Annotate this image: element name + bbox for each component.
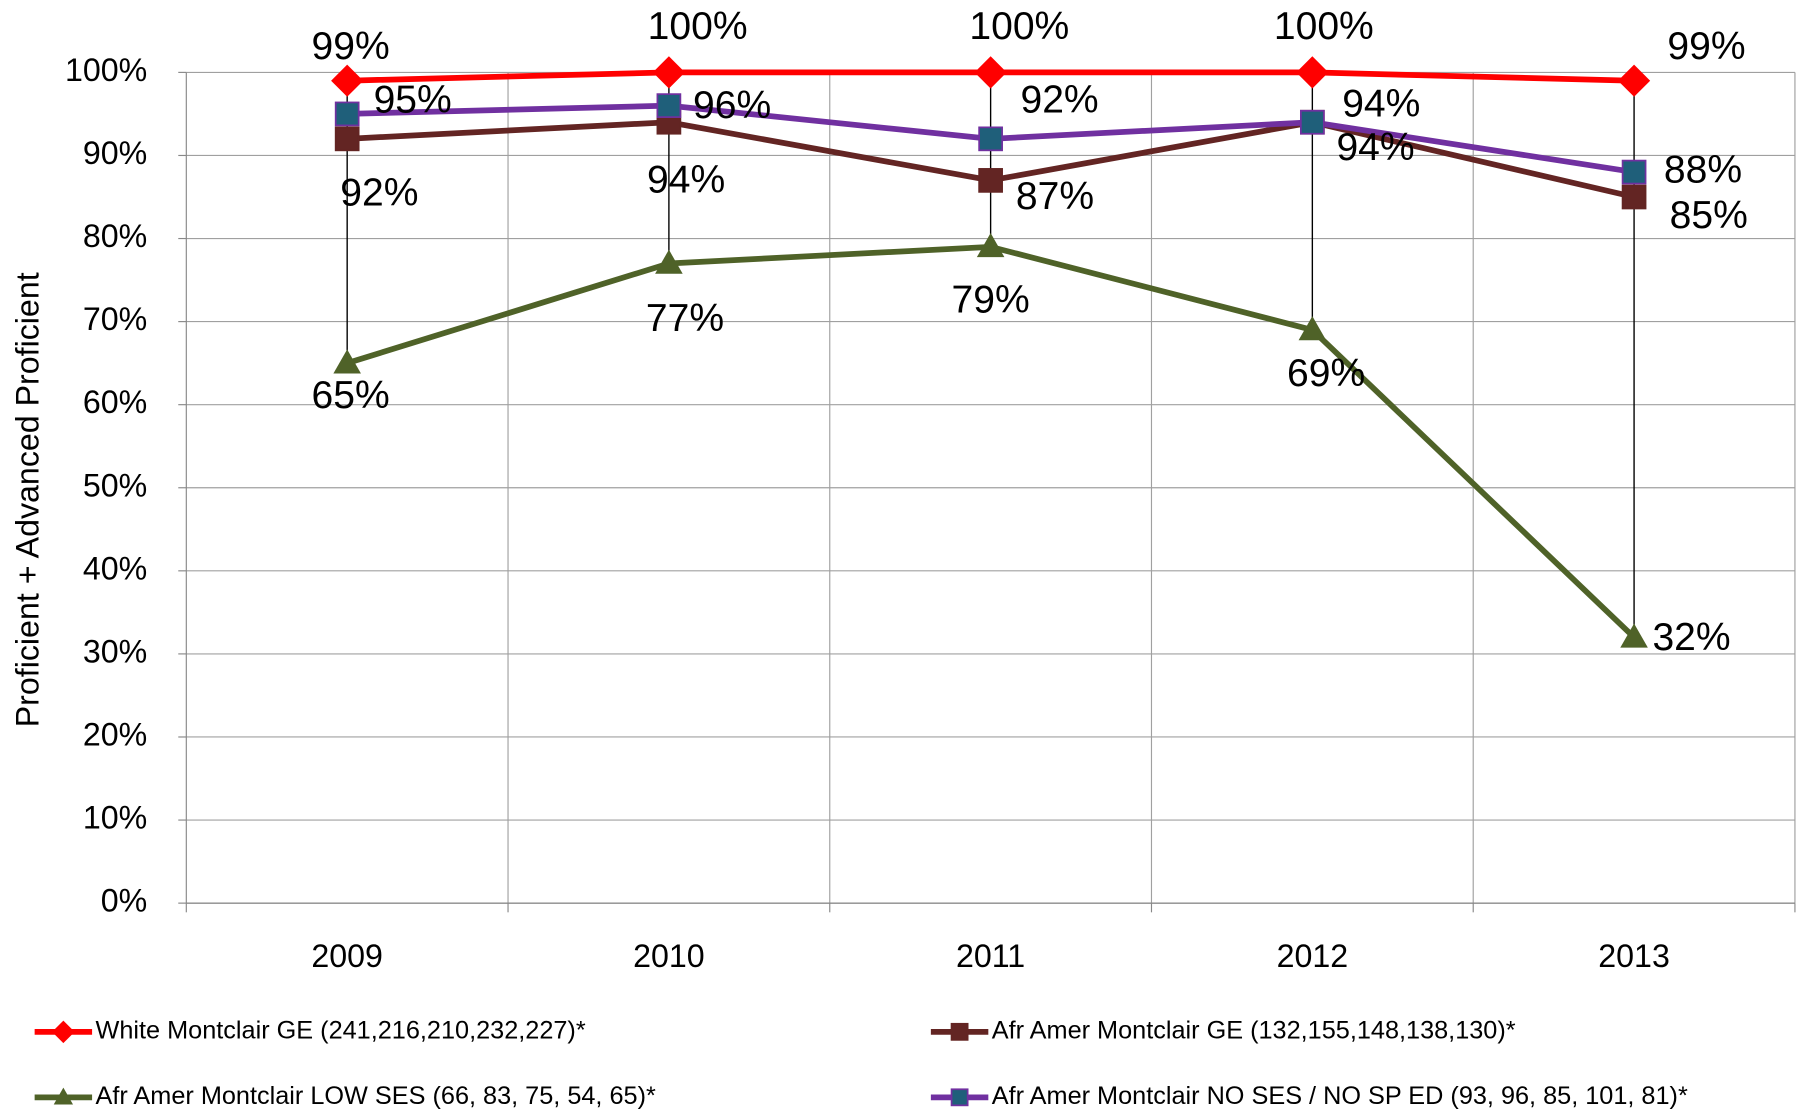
data-label: 95% bbox=[374, 79, 452, 122]
data-label: 100% bbox=[648, 5, 748, 48]
marker bbox=[1617, 64, 1651, 97]
data-label: 65% bbox=[312, 374, 390, 417]
legend-marker bbox=[950, 1088, 969, 1107]
marker bbox=[974, 56, 1007, 89]
legend-label: White Montclair GE (241,216,210,232,227)… bbox=[96, 1016, 586, 1044]
marker bbox=[334, 126, 360, 152]
x-tick-label: 2012 bbox=[1277, 938, 1349, 974]
x-tick-label: 2010 bbox=[633, 938, 705, 974]
marker bbox=[331, 64, 364, 97]
marker bbox=[652, 56, 685, 89]
data-label: 96% bbox=[693, 84, 771, 127]
marker bbox=[656, 93, 682, 118]
data-label: 69% bbox=[1287, 352, 1365, 395]
data-label: 92% bbox=[1020, 78, 1098, 121]
y-tick-label: 0% bbox=[101, 883, 147, 919]
data-label: 99% bbox=[312, 25, 390, 68]
data-label: 94% bbox=[1342, 82, 1420, 125]
y-tick-label: 60% bbox=[83, 384, 147, 420]
legend-marker bbox=[52, 1020, 75, 1044]
x-tick-label: 2013 bbox=[1598, 938, 1670, 974]
x-tick-label: 2009 bbox=[311, 938, 383, 974]
y-axis-title: Proficient + Advanced Proficient bbox=[10, 272, 46, 727]
marker bbox=[1299, 109, 1325, 135]
data-label: 85% bbox=[1670, 194, 1748, 237]
data-label: 77% bbox=[646, 297, 724, 340]
marker bbox=[1620, 623, 1648, 648]
marker bbox=[1298, 316, 1327, 341]
x-tick-label: 2011 bbox=[956, 938, 1025, 974]
data-label: 100% bbox=[969, 5, 1069, 48]
y-tick-label: 10% bbox=[83, 800, 147, 836]
legend-label: Afr Amer Montclair NO SES / NO SP ED (93… bbox=[992, 1082, 1688, 1110]
y-tick-label: 40% bbox=[83, 550, 147, 586]
data-label: 94% bbox=[647, 158, 725, 201]
marker bbox=[1296, 56, 1329, 89]
data-label: 88% bbox=[1664, 148, 1742, 191]
data-label: 99% bbox=[1667, 25, 1745, 68]
marker bbox=[1621, 184, 1647, 210]
data-label: 94% bbox=[1336, 126, 1414, 169]
legend-marker bbox=[53, 1087, 74, 1105]
marker bbox=[334, 101, 360, 127]
y-tick-label: 50% bbox=[83, 467, 147, 503]
data-label: 87% bbox=[1016, 175, 1094, 218]
legend-marker bbox=[950, 1022, 969, 1041]
y-tick-label: 100% bbox=[65, 52, 147, 88]
legend-label: Afr Amer Montclair LOW SES (66, 83, 75, … bbox=[96, 1082, 656, 1110]
marker bbox=[978, 168, 1003, 193]
marker bbox=[978, 126, 1003, 152]
y-tick-label: 90% bbox=[83, 135, 147, 171]
y-tick-label: 20% bbox=[83, 716, 147, 752]
data-label: 100% bbox=[1274, 5, 1374, 48]
marker bbox=[655, 249, 683, 274]
data-label: 79% bbox=[952, 278, 1030, 321]
y-tick-label: 80% bbox=[83, 218, 147, 254]
data-label: 92% bbox=[340, 171, 418, 214]
marker bbox=[333, 349, 361, 374]
legend-label: Afr Amer Montclair GE (132,155,148,138,1… bbox=[992, 1016, 1516, 1044]
marker bbox=[1621, 159, 1647, 185]
y-tick-label: 30% bbox=[83, 633, 147, 669]
y-tick-label: 70% bbox=[83, 301, 147, 337]
marker bbox=[976, 233, 1005, 258]
data-label: 32% bbox=[1652, 616, 1730, 659]
